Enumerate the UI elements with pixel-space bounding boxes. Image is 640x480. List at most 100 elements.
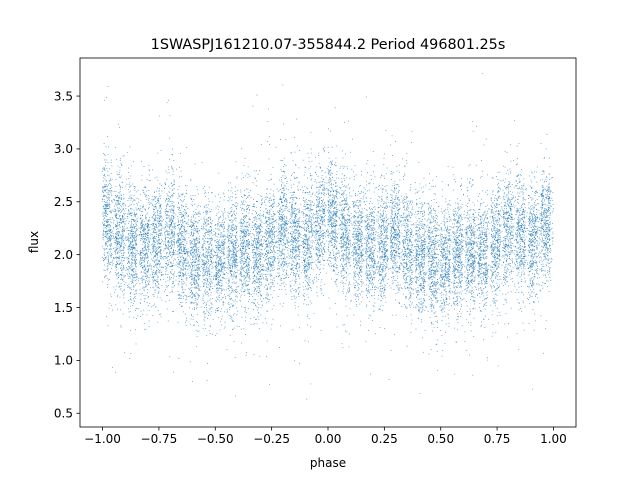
data-point — [537, 244, 539, 246]
data-point — [179, 260, 181, 262]
data-point — [384, 328, 386, 329]
data-point — [231, 275, 233, 277]
data-point — [384, 294, 386, 296]
data-point — [217, 228, 219, 230]
data-point — [338, 217, 340, 219]
data-point — [247, 240, 248, 242]
data-point — [129, 241, 131, 243]
data-point — [480, 259, 482, 260]
data-point — [383, 232, 385, 233]
data-point — [170, 236, 172, 238]
data-point — [282, 227, 284, 229]
data-point — [186, 265, 188, 267]
data-point — [337, 290, 339, 292]
data-point — [307, 244, 309, 246]
data-point — [473, 210, 475, 211]
data-point — [409, 253, 410, 255]
data-point — [322, 252, 324, 254]
data-point — [182, 273, 183, 274]
data-point — [317, 204, 319, 206]
data-point — [537, 209, 539, 211]
data-point — [336, 177, 337, 179]
data-point — [546, 235, 547, 237]
data-point — [285, 226, 287, 228]
data-point — [439, 229, 441, 231]
data-point — [288, 211, 290, 213]
data-point — [291, 288, 293, 290]
data-point — [284, 221, 286, 223]
data-point — [192, 249, 193, 251]
data-point — [509, 242, 511, 244]
data-point — [458, 261, 460, 263]
data-point — [174, 234, 176, 236]
data-point — [380, 214, 382, 216]
data-point — [322, 206, 324, 207]
data-point — [323, 189, 325, 191]
data-point — [134, 199, 136, 201]
data-point — [179, 293, 181, 295]
data-point — [383, 212, 384, 214]
data-point — [142, 267, 143, 269]
data-point — [316, 255, 318, 257]
data-point — [252, 221, 254, 223]
data-point — [140, 228, 142, 229]
data-point — [104, 224, 106, 226]
data-point — [209, 226, 211, 228]
data-point — [346, 247, 348, 249]
data-point — [458, 214, 460, 216]
data-point — [491, 285, 493, 287]
data-point — [134, 253, 136, 255]
data-point — [545, 223, 547, 224]
data-point — [367, 285, 369, 286]
data-point — [456, 260, 458, 261]
data-point — [165, 245, 166, 247]
data-point — [493, 271, 494, 273]
data-point — [416, 296, 418, 298]
data-point — [459, 254, 460, 255]
data-point — [235, 258, 237, 259]
data-point — [247, 229, 249, 231]
data-point — [474, 238, 476, 240]
data-point — [485, 242, 486, 244]
data-point — [232, 250, 234, 252]
data-point — [448, 291, 450, 293]
data-point — [292, 192, 294, 193]
data-point — [258, 251, 260, 252]
data-point — [235, 295, 237, 297]
data-point — [299, 226, 301, 228]
data-point — [127, 213, 129, 215]
data-point — [156, 260, 158, 262]
data-point — [182, 219, 183, 221]
data-point — [518, 181, 520, 182]
data-point — [519, 236, 521, 238]
data-point — [478, 235, 480, 237]
data-point — [280, 229, 282, 231]
data-point — [336, 212, 338, 214]
data-point — [530, 235, 532, 237]
data-point — [122, 313, 124, 315]
data-point — [165, 295, 167, 297]
data-point — [505, 264, 507, 265]
data-point — [399, 201, 401, 203]
data-point — [303, 235, 304, 237]
data-point — [185, 257, 186, 259]
data-point — [218, 239, 220, 241]
data-point — [223, 254, 225, 255]
data-point — [368, 270, 370, 272]
data-point — [438, 224, 440, 226]
data-point — [119, 184, 120, 186]
data-point — [216, 255, 217, 257]
data-point — [439, 225, 440, 227]
data-point — [273, 221, 275, 223]
data-point — [230, 259, 232, 260]
data-point — [163, 266, 165, 268]
data-point — [270, 205, 272, 207]
data-point — [424, 244, 426, 246]
data-point — [117, 248, 119, 250]
data-point — [398, 213, 399, 214]
data-point — [167, 248, 169, 250]
data-point — [486, 274, 487, 275]
data-point — [131, 201, 133, 203]
data-point — [186, 251, 188, 253]
data-point — [305, 208, 307, 209]
